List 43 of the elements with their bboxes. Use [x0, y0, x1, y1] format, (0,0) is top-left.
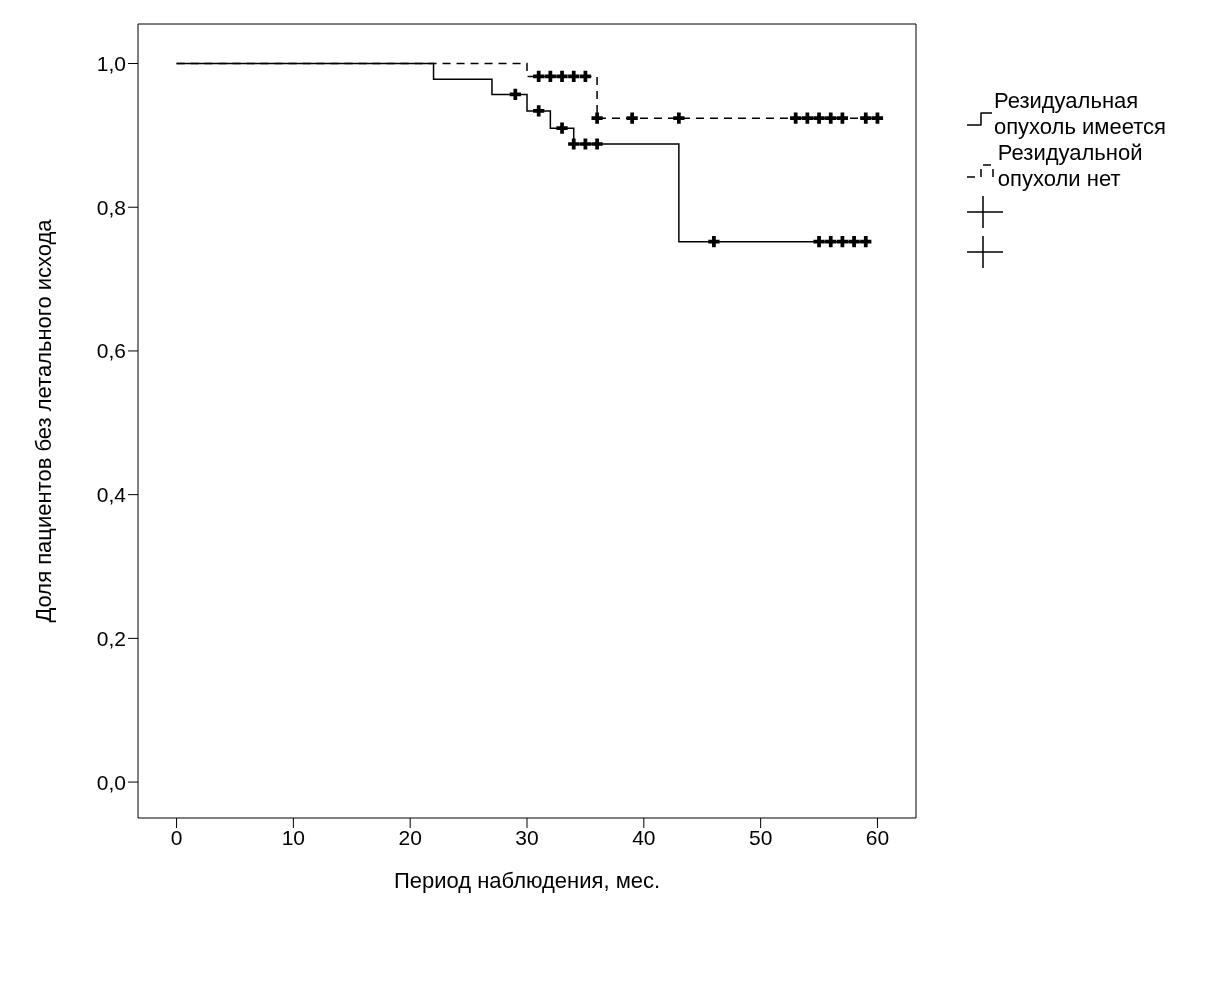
point: [825, 112, 837, 124]
x-tick-label: 0: [170, 825, 183, 849]
legend-label: Резидуальная опухоль имеется: [993, 88, 1167, 140]
point: [533, 70, 545, 83]
x-axis-title: Период наблюдения, мес.: [393, 868, 661, 893]
point: [556, 70, 568, 83]
point: [568, 70, 580, 83]
y-tick-label: 0,8: [96, 195, 126, 219]
x-tick-label: 50: [748, 825, 773, 849]
point: [673, 112, 685, 124]
point: [813, 236, 825, 248]
x-tick-label: 40: [632, 825, 656, 849]
point: [848, 236, 860, 248]
point: [556, 122, 568, 134]
x-tick-label: 60: [865, 825, 890, 849]
point: [871, 112, 884, 124]
y-tick-label: 1,0: [96, 51, 126, 75]
point: [790, 112, 802, 124]
y-axis-title: Доля пациентов без летального исхода: [30, 218, 56, 623]
y-tick-label: 0,6: [96, 339, 126, 363]
point: [801, 112, 813, 124]
point: [626, 112, 638, 124]
point: [860, 236, 872, 248]
point: [836, 236, 849, 248]
point: [509, 88, 521, 101]
point: [825, 236, 837, 248]
point: [579, 138, 592, 150]
point: [860, 112, 872, 124]
point: [836, 112, 849, 124]
point: [591, 138, 603, 150]
point: [533, 105, 545, 117]
x-tick-label: 10: [281, 825, 306, 849]
point: [544, 70, 556, 83]
y-tick-label: 0,0: [96, 770, 126, 794]
y-tick-label: 0,4: [96, 483, 127, 507]
x-tick-label: 20: [398, 825, 422, 849]
legend-label: Резидуальной опухоли нет: [997, 140, 1144, 192]
point: [708, 236, 720, 248]
x-tick-label: 30: [515, 825, 539, 849]
y-tick-label: 0,2: [96, 626, 126, 650]
point: [568, 138, 580, 150]
point: [591, 112, 603, 124]
point: [813, 112, 825, 124]
